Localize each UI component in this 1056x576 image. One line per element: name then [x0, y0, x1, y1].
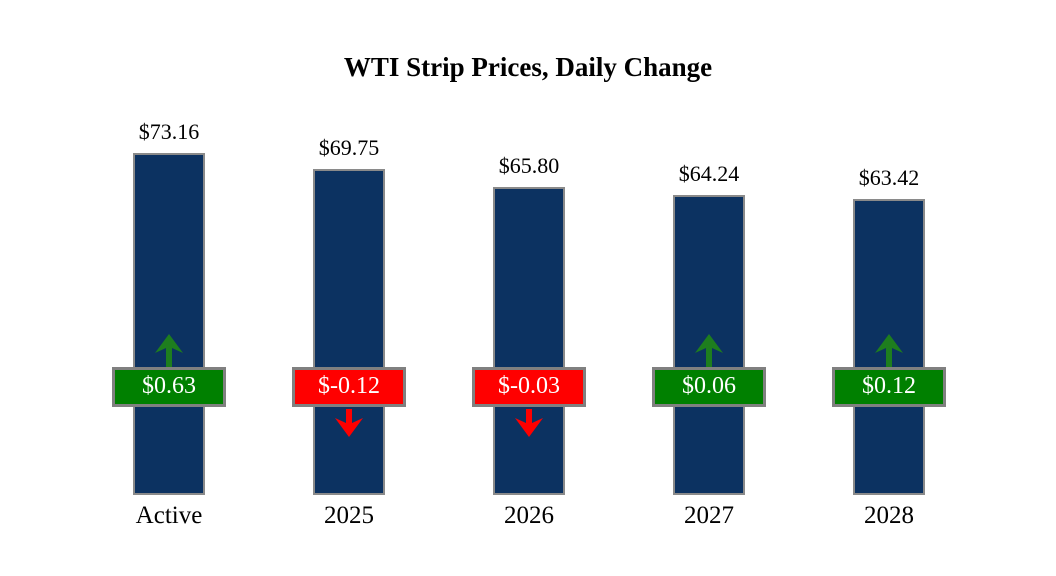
bar-value-label: $69.75 — [318, 135, 380, 160]
bar-value-label: $73.16 — [138, 119, 200, 144]
bar — [313, 169, 385, 495]
bar-value-label: $64.24 — [678, 161, 740, 186]
down-arrow-icon — [335, 409, 363, 437]
change-badge: $-0.03 — [472, 367, 586, 407]
category-label: Active — [135, 502, 203, 529]
down-arrow-icon — [515, 409, 543, 437]
bar — [493, 187, 565, 495]
change-badge: $0.12 — [832, 367, 946, 407]
bar-value-label: $63.42 — [858, 165, 920, 190]
bar-group: $65.80 $-0.03 2026 — [439, 0, 619, 576]
up-arrow-icon — [875, 334, 903, 367]
category-label: 2026 — [504, 502, 554, 529]
bar-group: $69.75 $-0.12 2025 — [259, 0, 439, 576]
category-label: 2028 — [864, 502, 914, 529]
bar — [133, 153, 205, 495]
up-arrow-icon — [695, 334, 723, 367]
change-badge-label: $-0.12 — [318, 373, 380, 399]
bar-value-label: $65.80 — [498, 153, 560, 178]
change-badge: $0.63 — [112, 367, 226, 407]
change-badge-label: $0.12 — [862, 373, 916, 399]
change-badge-label: $0.06 — [682, 373, 736, 399]
chart-title: WTI Strip Prices, Daily Change — [343, 52, 713, 82]
bar-group: $63.42 $0.12 2028 — [799, 0, 979, 576]
change-badge-label: $0.63 — [142, 373, 196, 399]
change-badge: $-0.12 — [292, 367, 406, 407]
change-badge: $0.06 — [652, 367, 766, 407]
category-label: 2025 — [324, 502, 374, 529]
bar-group: $73.16 $0.63 Active — [79, 0, 259, 576]
category-label: 2027 — [684, 502, 734, 529]
up-arrow-icon — [155, 334, 183, 367]
change-badge-label: $-0.03 — [498, 373, 560, 399]
bar-group: $64.24 $0.06 2027 — [619, 0, 799, 576]
